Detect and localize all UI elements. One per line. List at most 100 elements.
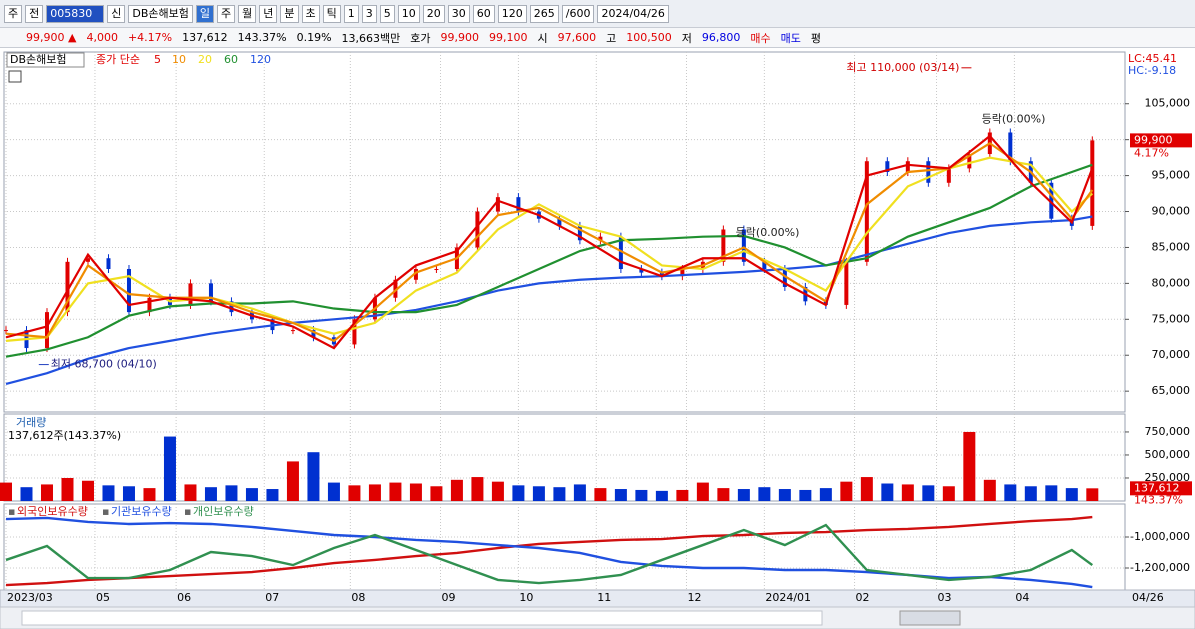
volume-bar xyxy=(676,489,689,501)
volume-bar xyxy=(799,489,812,501)
toolbar-button[interactable]: 일 xyxy=(195,4,214,23)
volume-bar xyxy=(512,485,525,501)
y-tick-label: 65,000 xyxy=(1152,384,1191,397)
toolbar-button[interactable]: 30 xyxy=(447,4,470,23)
toolbar-button[interactable]: 전 xyxy=(25,4,44,23)
toolbar-button[interactable]: 265 xyxy=(529,4,559,23)
change-label: 4.17% xyxy=(1134,146,1169,159)
toolbar-button[interactable]: DB손해보험 xyxy=(128,4,193,23)
scroll-thumb[interactable] xyxy=(899,610,961,626)
toolbar-button[interactable]: 1 xyxy=(343,4,359,23)
volume-bar xyxy=(778,489,791,501)
candle xyxy=(208,283,213,302)
volume-bar xyxy=(1086,488,1099,501)
candle xyxy=(229,301,234,313)
y-tick-label: 250,000 xyxy=(1145,471,1191,484)
toolbar-button[interactable]: 월 xyxy=(238,4,257,23)
legend-entry: 120 xyxy=(250,53,271,66)
candle xyxy=(126,269,131,313)
panel-subtitle: 137,612주(143.37%) xyxy=(8,429,121,442)
candle xyxy=(618,236,623,270)
candle xyxy=(762,261,767,270)
candle xyxy=(926,161,931,183)
x-tick-label: 10 xyxy=(519,591,533,604)
quote-field: 96,800 xyxy=(701,31,741,44)
candle xyxy=(475,211,480,248)
volume-bar xyxy=(471,477,484,501)
candle xyxy=(516,197,521,212)
y-tick-label: -1,000,000 xyxy=(1130,530,1190,543)
candle xyxy=(147,297,152,313)
toolbar-button[interactable]: 초 xyxy=(301,4,320,23)
toolbar-button[interactable]: 005830 xyxy=(46,4,105,23)
quote-field: 시 xyxy=(537,31,548,45)
quote-field: 99,100 xyxy=(489,31,528,44)
legend-entry: 개인보유수량 xyxy=(193,505,254,518)
volume-bar xyxy=(225,485,238,501)
volume-bar xyxy=(0,482,12,501)
quote-field: 매도 xyxy=(780,31,801,45)
candle xyxy=(659,272,664,277)
x-tick-label: 08 xyxy=(351,591,365,604)
volume-bar xyxy=(614,489,627,501)
volume-bar xyxy=(881,483,894,501)
toolbar-button[interactable]: 틱 xyxy=(322,4,341,23)
volume-bar xyxy=(430,486,443,501)
candle xyxy=(495,197,500,212)
toolbar-button[interactable]: 주 xyxy=(217,4,236,23)
volume-bar xyxy=(184,484,197,501)
volume-bar xyxy=(327,482,340,501)
panel-title: DB손해보험 xyxy=(10,52,67,66)
volume-bar xyxy=(594,488,607,501)
y-tick-label: 90,000 xyxy=(1152,205,1191,218)
toolbar-button[interactable]: 3 xyxy=(361,4,377,23)
y-tick-label: 105,000 xyxy=(1145,97,1191,110)
toolbar-button[interactable]: 주 xyxy=(4,4,23,23)
legend-entry: 5 xyxy=(154,53,161,66)
volume-bar xyxy=(61,477,74,501)
volume-bar xyxy=(389,482,402,501)
candle xyxy=(598,236,603,241)
quote-field: +4.17% xyxy=(127,31,173,44)
volume-bar xyxy=(1045,485,1058,501)
toolbar-button[interactable]: 년 xyxy=(259,4,278,23)
quote-field: 평 xyxy=(810,31,822,45)
toolbar-button[interactable]: 20 xyxy=(422,4,445,23)
candle xyxy=(967,154,972,169)
toolbar: 주 전 005830 신 DB손해보험 일 주 월 년 분 초 틱 1 3 5 10 20 30 60 120 265/… xyxy=(0,0,1195,28)
volume-bar xyxy=(1065,488,1078,501)
toolbar-button[interactable]: 10 xyxy=(397,4,420,23)
candle xyxy=(1008,132,1013,162)
candle xyxy=(413,269,418,280)
volume-bar xyxy=(40,484,53,501)
volume-bar xyxy=(409,483,422,501)
chart: 2023/03 05 06 07 08 09 10 11 12 2024/01 02 03 04 04/2… xyxy=(0,51,1195,629)
volume-bar xyxy=(1004,484,1017,501)
volume-bar xyxy=(266,489,279,501)
quote-bar: 99,900 ▲ 4,000 +4.17% 137,612 143.37% 0.19% 13… xyxy=(0,28,1195,48)
x-tick-label: 02 xyxy=(856,591,870,604)
volume-bar xyxy=(963,431,976,501)
candle xyxy=(721,229,726,262)
toolbar-button[interactable]: 5 xyxy=(379,4,395,23)
x-tick-label: 05 xyxy=(96,591,110,604)
last-price: 99,900 xyxy=(1134,133,1173,146)
candle xyxy=(782,269,787,287)
volume-bar xyxy=(737,489,750,501)
panel-title: 거래량 xyxy=(16,416,46,429)
volume-bar xyxy=(717,488,730,501)
x-end-label: 04/26 xyxy=(1132,591,1164,604)
volume-bar xyxy=(102,485,115,501)
toolbar-button[interactable]: /600 xyxy=(561,4,595,23)
quote-field: 13,663백만 xyxy=(341,31,401,45)
x-tick-label: 09 xyxy=(442,591,456,604)
toolbar-button[interactable]: 2024/04/26 xyxy=(597,4,669,23)
toolbar-button[interactable]: 60 xyxy=(472,4,495,23)
x-tick-label: 07 xyxy=(265,591,279,604)
legend-marker: ▪ xyxy=(184,505,191,518)
candle xyxy=(85,258,90,262)
toolbar-button[interactable]: 분 xyxy=(280,4,299,23)
toolbar-button[interactable]: 신 xyxy=(107,4,126,23)
toolbar-button[interactable]: 120 xyxy=(497,4,527,23)
